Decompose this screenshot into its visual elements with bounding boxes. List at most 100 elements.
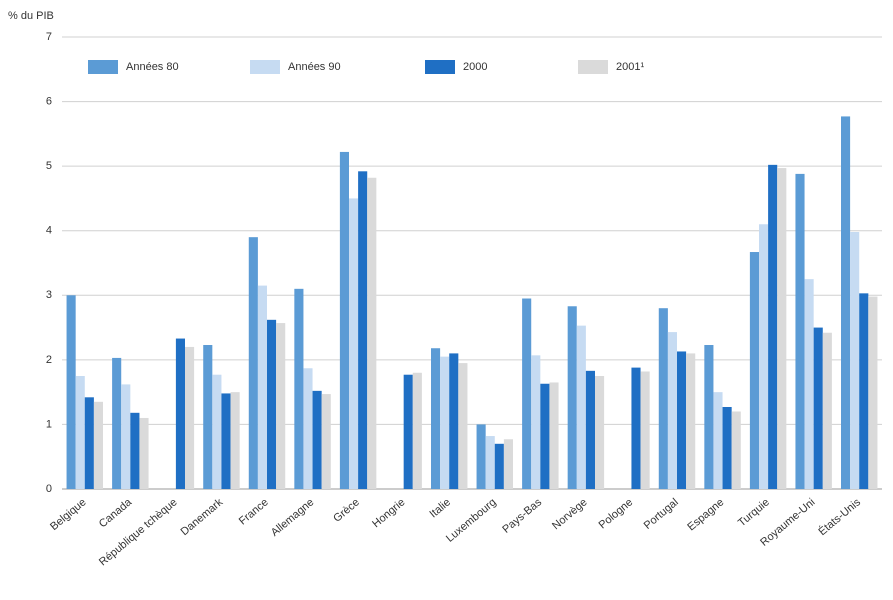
bar: [403, 374, 413, 489]
bar: [449, 353, 459, 489]
bar: [139, 417, 149, 489]
bar: [859, 293, 869, 489]
legend-label: 2001¹: [616, 61, 644, 73]
bar: [112, 357, 122, 489]
x-tick-label: Pologne: [597, 496, 636, 531]
x-tick-label: Grèce: [331, 496, 362, 524]
bar: [130, 412, 140, 489]
x-tick-label: Espagne: [685, 496, 726, 533]
x-tick-label: République tchèque: [97, 496, 180, 568]
bar: [476, 424, 486, 489]
bar: [248, 237, 258, 489]
bar: [321, 394, 331, 489]
bar: [731, 411, 741, 489]
bar: [221, 393, 231, 489]
bar: [367, 177, 377, 489]
x-tick-label: Portugal: [642, 496, 681, 532]
bar: [868, 296, 878, 489]
x-tick-label: Italie: [427, 496, 453, 520]
bar: [522, 298, 532, 489]
y-axis-label: % du PIB: [8, 10, 54, 22]
y-tick-label: 2: [46, 354, 52, 366]
x-tick-label: Danemark: [179, 496, 226, 538]
bar: [339, 151, 349, 490]
bar: [722, 406, 732, 489]
bar: [549, 382, 559, 489]
bar: [850, 232, 860, 489]
bar: [312, 390, 322, 489]
bar: [431, 348, 441, 489]
bar: [576, 325, 586, 489]
bar: [276, 323, 286, 489]
legend-label: Années 90: [288, 61, 341, 73]
x-tick-label: Pays-Bas: [500, 496, 544, 536]
y-tick-label: 3: [46, 289, 52, 301]
bar: [485, 436, 495, 489]
x-tick-label: Turquie: [736, 496, 772, 529]
y-tick-label: 7: [46, 31, 52, 43]
bar: [667, 332, 677, 489]
y-tick-label: 5: [46, 160, 52, 172]
bar: [640, 371, 650, 489]
x-tick-label: Canada: [97, 496, 135, 531]
bar: [458, 363, 468, 489]
bar: [257, 285, 267, 489]
bar: [66, 295, 76, 489]
legend-swatch: [88, 60, 118, 74]
y-tick-label: 4: [46, 225, 52, 237]
bar: [294, 288, 304, 489]
legend-label: 2000: [463, 61, 487, 73]
bar: [121, 384, 131, 489]
bar: [713, 392, 723, 489]
x-tick-label: États-Unis: [816, 495, 864, 538]
x-tick-label: Hongrie: [370, 496, 407, 530]
bar: [349, 198, 359, 489]
x-tick-label: Belgique: [48, 496, 89, 533]
bar: [230, 392, 240, 489]
bar: [84, 397, 94, 489]
bar: [677, 351, 687, 489]
bar: [175, 338, 185, 489]
y-tick-label: 1: [46, 418, 52, 430]
bar: [503, 439, 513, 489]
legend-label: Années 80: [126, 61, 179, 73]
bar: [585, 370, 595, 489]
legend-swatch: [250, 60, 280, 74]
legend-swatch: [425, 60, 455, 74]
legend-swatch: [578, 60, 608, 74]
bar: [93, 401, 103, 489]
bar: [768, 164, 778, 489]
bar: [531, 355, 541, 489]
bar: [631, 367, 641, 489]
bar: [813, 327, 823, 489]
bar: [686, 353, 696, 489]
x-tick-label: Luxembourg: [444, 496, 499, 545]
bar: [494, 443, 504, 489]
bar: [567, 306, 577, 489]
y-tick-label: 0: [46, 483, 52, 495]
bar: [595, 376, 605, 489]
bar: [841, 116, 851, 490]
bar: [203, 345, 213, 489]
x-tick-label: Norvège: [550, 496, 590, 532]
bar: [440, 356, 450, 489]
y-tick-label: 6: [46, 95, 52, 107]
x-tick-label: France: [237, 496, 271, 527]
bar: [759, 224, 769, 489]
bar: [749, 252, 759, 489]
bar: [412, 372, 422, 489]
bar: [795, 173, 805, 490]
bar: [185, 346, 195, 489]
bar: [358, 171, 368, 489]
bar: [540, 383, 550, 489]
bar: [75, 376, 85, 489]
x-tick-label: Allemagne: [269, 496, 317, 539]
bar: [267, 319, 277, 489]
bar: [303, 368, 313, 489]
bar: [658, 308, 668, 489]
bar: [212, 374, 222, 489]
bar: [704, 345, 714, 489]
bar: [804, 279, 814, 489]
bar: [777, 168, 787, 489]
